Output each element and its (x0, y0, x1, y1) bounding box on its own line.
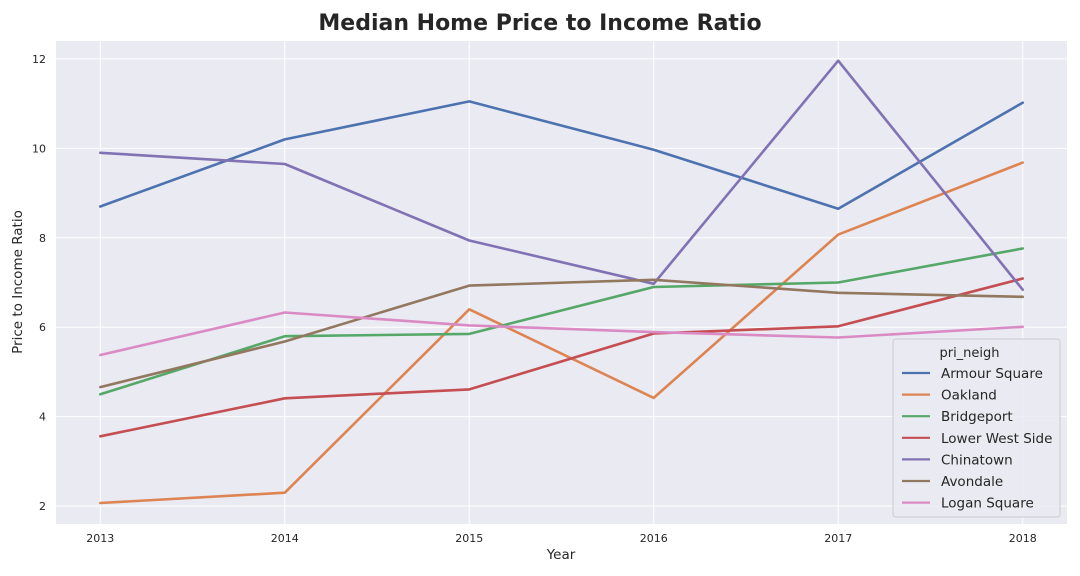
x-axis-ticks: 2013 2014 2015 2016 2017 2018 (86, 532, 1036, 545)
legend-label-armour-square: Armour Square (941, 366, 1043, 382)
chart-title: Median Home Price to Income Ratio (318, 11, 761, 36)
y-tick-label: 8 (39, 232, 46, 245)
legend: pri_neigh Armour Square Oakland Bridgeport L… (892, 338, 1061, 518)
x-tick-label: 2014 (271, 532, 299, 545)
y-tick-label: 10 (32, 142, 46, 155)
y-tick-label: 6 (39, 321, 46, 334)
series-lines (99, 59, 1025, 505)
series-line-logan-square (99, 311, 1025, 357)
x-tick-label: 2015 (455, 532, 483, 545)
legend-label-chinatown: Chinatown (941, 452, 1013, 468)
y-axis-ticks: 2 4 6 8 10 12 (32, 53, 46, 513)
x-tick-label: 2018 (1009, 532, 1037, 545)
series-line-lower-west-side (99, 277, 1025, 438)
legend-title: pri_neigh (939, 346, 999, 361)
series-line-oakland (99, 161, 1025, 505)
x-axis-label: Year (546, 547, 576, 563)
x-tick-label: 2013 (86, 532, 114, 545)
y-axis-label: Price to Income Ratio (10, 210, 26, 354)
series-line-armour-square (99, 100, 1025, 210)
y-tick-label: 4 (39, 411, 46, 424)
series-line-bridgeport (99, 247, 1025, 396)
legend-label-avondale: Avondale (941, 474, 1003, 490)
legend-label-logan-square: Logan Square (941, 496, 1034, 512)
series-line-chinatown (99, 59, 1025, 292)
legend-label-lower-west-side: Lower West Side (941, 431, 1052, 447)
y-tick-label: 12 (32, 53, 46, 66)
legend-label-bridgeport: Bridgeport (941, 409, 1013, 425)
legend-box (892, 338, 1061, 518)
legend-label-oakland: Oakland (941, 388, 997, 404)
x-tick-label: 2017 (824, 532, 852, 545)
y-tick-label: 2 (39, 500, 46, 513)
x-tick-label: 2016 (640, 532, 668, 545)
series-line-avondale (99, 278, 1025, 389)
